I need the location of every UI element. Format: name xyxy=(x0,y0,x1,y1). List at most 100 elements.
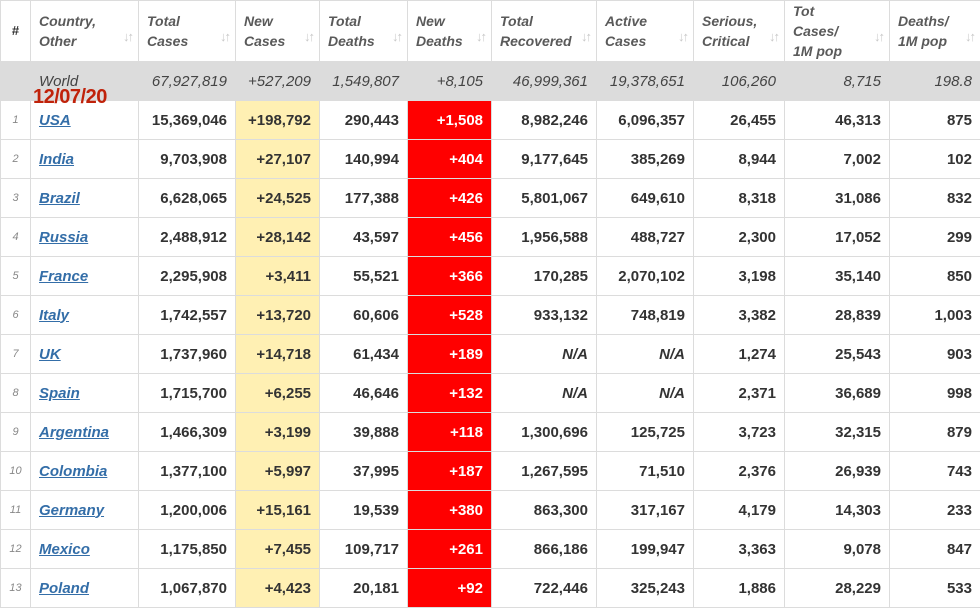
active-cases-cell: 2,070,102 xyxy=(597,257,694,296)
active-cases-cell: 649,610 xyxy=(597,179,694,218)
world-total-deaths: 1,549,807 xyxy=(320,62,408,101)
country-cell: France xyxy=(31,257,139,296)
country-link[interactable]: USA xyxy=(39,112,71,129)
country-link[interactable]: UK xyxy=(39,346,61,363)
country-link[interactable]: Russia xyxy=(39,229,88,246)
row-index: 11 xyxy=(1,491,31,530)
total-deaths-cell: 19,539 xyxy=(320,491,408,530)
country-link[interactable]: Colombia xyxy=(39,463,107,480)
world-new-cases: +527,209 xyxy=(236,62,320,101)
sort-arrows-icon[interactable]: ↓↑ xyxy=(678,27,687,47)
header-number[interactable]: # xyxy=(1,1,31,62)
country-link[interactable]: Mexico xyxy=(39,541,90,558)
total-deaths-cell: 177,388 xyxy=(320,179,408,218)
country-link[interactable]: Italy xyxy=(39,307,69,324)
sort-arrows-icon[interactable]: ↓↑ xyxy=(769,27,778,47)
header-total-recovered[interactable]: Total Recovered↓↑ xyxy=(492,1,597,62)
country-cell: India xyxy=(31,140,139,179)
header-tot-cases-1m[interactable]: Tot Cases/ 1M pop↓↑ xyxy=(785,1,890,62)
sort-arrows-icon[interactable]: ↓↑ xyxy=(476,27,485,47)
country-link[interactable]: Germany xyxy=(39,502,104,519)
country-link[interactable]: India xyxy=(39,151,74,168)
total-deaths-cell: 37,995 xyxy=(320,452,408,491)
total-deaths-cell: 43,597 xyxy=(320,218,408,257)
world-index-cell xyxy=(1,62,31,101)
tot-cases-1m-cell: 35,140 xyxy=(785,257,890,296)
country-link[interactable]: Argentina xyxy=(39,424,109,441)
new-deaths-cell: +261 xyxy=(408,530,492,569)
sort-arrows-icon[interactable]: ↓↑ xyxy=(965,27,974,47)
header-country[interactable]: Country, Other↓↑ xyxy=(31,1,139,62)
country-cell: Brazil xyxy=(31,179,139,218)
header-total-cases[interactable]: Total Cases↓↑ xyxy=(139,1,236,62)
country-cell: Spain xyxy=(31,374,139,413)
header-new-cases[interactable]: New Cases↓↑ xyxy=(236,1,320,62)
new-deaths-cell: +118 xyxy=(408,413,492,452)
active-cases-cell: 488,727 xyxy=(597,218,694,257)
header-total-deaths[interactable]: Total Deaths↓↑ xyxy=(320,1,408,62)
sort-arrows-icon[interactable]: ↓↑ xyxy=(874,27,883,47)
world-tot-cases-1m: 8,715 xyxy=(785,62,890,101)
row-index: 6 xyxy=(1,296,31,335)
deaths-1m-cell: 233 xyxy=(890,491,980,530)
total-deaths-cell: 290,443 xyxy=(320,101,408,140)
total-deaths-cell: 109,717 xyxy=(320,530,408,569)
new-deaths-cell: +92 xyxy=(408,569,492,608)
country-link[interactable]: Spain xyxy=(39,385,80,402)
new-cases-cell: +198,792 xyxy=(236,101,320,140)
header-serious-critical[interactable]: Serious, Critical↓↑ xyxy=(694,1,785,62)
serious-critical-cell: 26,455 xyxy=(694,101,785,140)
tot-cases-1m-cell: 28,229 xyxy=(785,569,890,608)
header-row: # Country, Other↓↑ Total Cases↓↑ New Cas… xyxy=(1,1,980,62)
sort-arrows-icon[interactable]: ↓↑ xyxy=(220,27,229,47)
country-link[interactable]: Poland xyxy=(39,580,89,597)
country-cell: Colombia xyxy=(31,452,139,491)
total-cases-cell: 6,628,065 xyxy=(139,179,236,218)
country-cell: Mexico xyxy=(31,530,139,569)
serious-critical-cell: 1,274 xyxy=(694,335,785,374)
country-link[interactable]: France xyxy=(39,268,88,285)
active-cases-cell: 71,510 xyxy=(597,452,694,491)
new-deaths-cell: +456 xyxy=(408,218,492,257)
row-index: 2 xyxy=(1,140,31,179)
country-link[interactable]: Brazil xyxy=(39,190,80,207)
total-deaths-cell: 20,181 xyxy=(320,569,408,608)
new-deaths-cell: +366 xyxy=(408,257,492,296)
new-cases-cell: +3,199 xyxy=(236,413,320,452)
total-deaths-cell: 46,646 xyxy=(320,374,408,413)
deaths-1m-cell: 903 xyxy=(890,335,980,374)
sort-arrows-icon[interactable]: ↓↑ xyxy=(392,27,401,47)
header-active-cases[interactable]: Active Cases↓↑ xyxy=(597,1,694,62)
header-deaths-1m[interactable]: Deaths/ 1M pop↓↑ xyxy=(890,1,980,62)
row-index: 7 xyxy=(1,335,31,374)
total-cases-cell: 1,200,006 xyxy=(139,491,236,530)
country-cell: Italy xyxy=(31,296,139,335)
header-new-deaths[interactable]: New Deaths↓↑ xyxy=(408,1,492,62)
deaths-1m-cell: 850 xyxy=(890,257,980,296)
new-deaths-cell: +132 xyxy=(408,374,492,413)
header-total-cases-label: Total Cases xyxy=(147,11,217,51)
total-recovered-cell: 1,267,595 xyxy=(492,452,597,491)
active-cases-cell: N/A xyxy=(597,335,694,374)
new-deaths-cell: +380 xyxy=(408,491,492,530)
deaths-1m-cell: 832 xyxy=(890,179,980,218)
sort-arrows-icon[interactable]: ↓↑ xyxy=(304,27,313,47)
new-cases-cell: +13,720 xyxy=(236,296,320,335)
tot-cases-1m-cell: 9,078 xyxy=(785,530,890,569)
new-cases-cell: +27,107 xyxy=(236,140,320,179)
serious-critical-cell: 1,886 xyxy=(694,569,785,608)
world-deaths-1m: 198.8 xyxy=(890,62,980,101)
serious-critical-cell: 8,944 xyxy=(694,140,785,179)
tot-cases-1m-cell: 28,839 xyxy=(785,296,890,335)
new-deaths-cell: +426 xyxy=(408,179,492,218)
sort-arrows-icon[interactable]: ↓↑ xyxy=(123,27,132,47)
date-overlay: 12/07/20 xyxy=(33,86,107,109)
sort-arrows-icon[interactable]: ↓↑ xyxy=(581,27,590,47)
new-deaths-cell: +528 xyxy=(408,296,492,335)
